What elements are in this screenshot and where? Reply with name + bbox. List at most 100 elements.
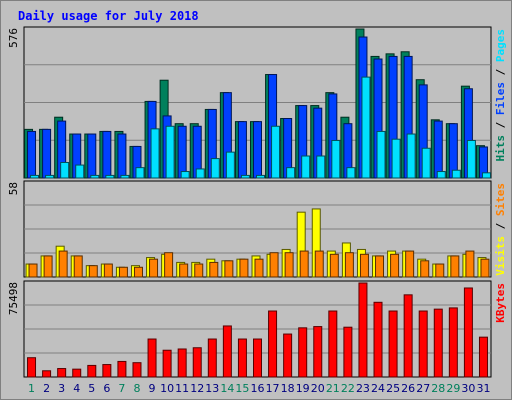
bar-files-day-5 [87, 133, 97, 179]
bar-pages-day-26 [406, 133, 416, 179]
bar-pages-day-30 [466, 139, 476, 179]
bar-sites-day-27 [420, 260, 430, 278]
bar-pages-day-23 [361, 76, 371, 179]
bar-kbytes-day-11 [177, 348, 187, 378]
x-tick-label-day-11: 11 [175, 382, 189, 395]
bar-kbytes-day-18 [283, 333, 293, 378]
bar-files-day-16 [253, 121, 262, 179]
x-tick-label-day-24: 24 [371, 382, 385, 395]
bar-sites-day-6 [103, 263, 113, 278]
x-tick-label-day-15: 15 [235, 382, 249, 395]
bar-sites-day-10 [164, 252, 174, 278]
panel-2: 58 Visits / Sites [7, 180, 507, 278]
x-tick-label-day-23: 23 [356, 382, 370, 395]
bar-kbytes-day-12 [192, 347, 202, 378]
bar-kbytes-day-22 [343, 326, 353, 378]
bar-kbytes-day-28 [433, 308, 443, 378]
x-tick-label-day-7: 7 [118, 382, 125, 395]
bar-files-day-11 [177, 125, 187, 179]
bar-sites-day-20 [314, 250, 324, 278]
bar-pages-day-18 [286, 167, 296, 179]
x-tick-label-day-6: 6 [103, 382, 110, 395]
bar-pages-day-2 [45, 174, 55, 179]
bar-sites-day-16 [254, 258, 264, 278]
x-tick-label-day-14: 14 [220, 382, 234, 395]
bar-kbytes-day-19 [298, 327, 308, 378]
series-label-kbytes: KBytes [494, 283, 507, 323]
x-tick-label-day-31: 31 [476, 382, 490, 395]
bar-kbytes-day-23 [358, 282, 368, 378]
bar-sites-day-14 [224, 260, 234, 278]
bar-pages-day-6 [105, 174, 115, 179]
series-label-sites: Sites [494, 183, 507, 216]
bar-pages-day-29 [451, 169, 461, 179]
bar-kbytes-day-6 [102, 364, 112, 378]
bar-files-day-15 [237, 121, 247, 179]
bar-pages-day-9 [150, 128, 160, 179]
x-tick-label-day-16: 16 [251, 382, 265, 395]
bar-sites-day-12 [194, 263, 204, 278]
bar-sites-day-13 [209, 261, 219, 278]
bar-kbytes-day-14 [222, 325, 232, 378]
x-tick-label-day-5: 5 [88, 382, 95, 395]
x-axis-labels: 1 2 3 4 5 6 7 8 9 10 11 12 13 14 15 16 17 18 19 20 21 22 23 24 2… [28, 382, 490, 395]
bar-pages-day-8 [135, 167, 145, 179]
bar-pages-day-27 [421, 147, 431, 179]
bar-pages-day-12 [195, 168, 205, 179]
bar-kbytes-day-17 [268, 310, 278, 378]
bar-pages-day-10 [165, 125, 175, 179]
bar-pages-day-4 [75, 164, 85, 179]
bar-kbytes-day-16 [253, 338, 262, 378]
panel-2-ymax-label: 58 [7, 182, 20, 195]
bar-pages-day-13 [210, 158, 220, 179]
x-tick-label-day-4: 4 [73, 382, 80, 395]
bar-files-day-7 [117, 133, 127, 179]
bar-sites-day-23 [359, 253, 369, 278]
bar-sites-day-18 [284, 252, 294, 278]
bar-kbytes-day-26 [403, 294, 413, 378]
x-tick-label-day-29: 29 [446, 382, 460, 395]
x-tick-label-day-18: 18 [281, 382, 295, 395]
bar-pages-day-7 [120, 174, 130, 179]
bar-files-day-28 [433, 120, 443, 179]
bar-pages-day-3 [60, 161, 70, 179]
bar-sites-day-31 [480, 258, 490, 278]
bar-pages-day-17 [271, 125, 281, 179]
bar-sites-day-17 [269, 252, 279, 278]
bar-sites-day-22 [344, 252, 354, 278]
bar-sites-day-24 [375, 255, 385, 278]
bar-kbytes-day-7 [117, 360, 127, 378]
bar-kbytes-day-30 [463, 287, 473, 378]
bar-sites-day-2 [43, 255, 53, 278]
bar-kbytes-day-9 [147, 338, 157, 378]
bar-kbytes-day-13 [207, 338, 217, 378]
panel-1-series-labels: Hits / Files / Pages [494, 29, 507, 162]
bar-sites-day-9 [149, 258, 159, 278]
x-tick-label-day-30: 30 [461, 382, 475, 395]
bar-sites-day-1 [28, 263, 38, 278]
bar-kbytes-day-4 [72, 368, 82, 378]
bar-kbytes-day-29 [448, 307, 458, 378]
bar-pages-day-28 [436, 171, 446, 179]
series-label-visits: Visits [494, 236, 507, 276]
bar-kbytes-day-5 [87, 364, 97, 378]
bar-files-day-2 [42, 128, 52, 179]
bar-pages-day-14 [225, 151, 235, 179]
bar-sites-day-25 [390, 253, 400, 278]
x-tick-label-day-10: 10 [160, 382, 174, 395]
panel-2-series-labels: Visits / Sites [494, 183, 507, 276]
x-tick-label-day-21: 21 [326, 382, 340, 395]
series-label-separator: / [494, 62, 507, 82]
x-tick-label-day-8: 8 [133, 382, 140, 395]
bar-pages-day-24 [376, 130, 386, 179]
bar-kbytes-day-1 [27, 357, 37, 378]
series-label-pages: Pages [494, 29, 507, 62]
bar-sites-day-3 [58, 250, 68, 278]
bar-sites-day-4 [73, 255, 83, 278]
series-label-files: Files [494, 82, 507, 115]
bar-sites-day-29 [450, 255, 460, 278]
x-tick-label-day-1: 1 [28, 382, 35, 395]
bar-pages-day-11 [180, 171, 190, 179]
